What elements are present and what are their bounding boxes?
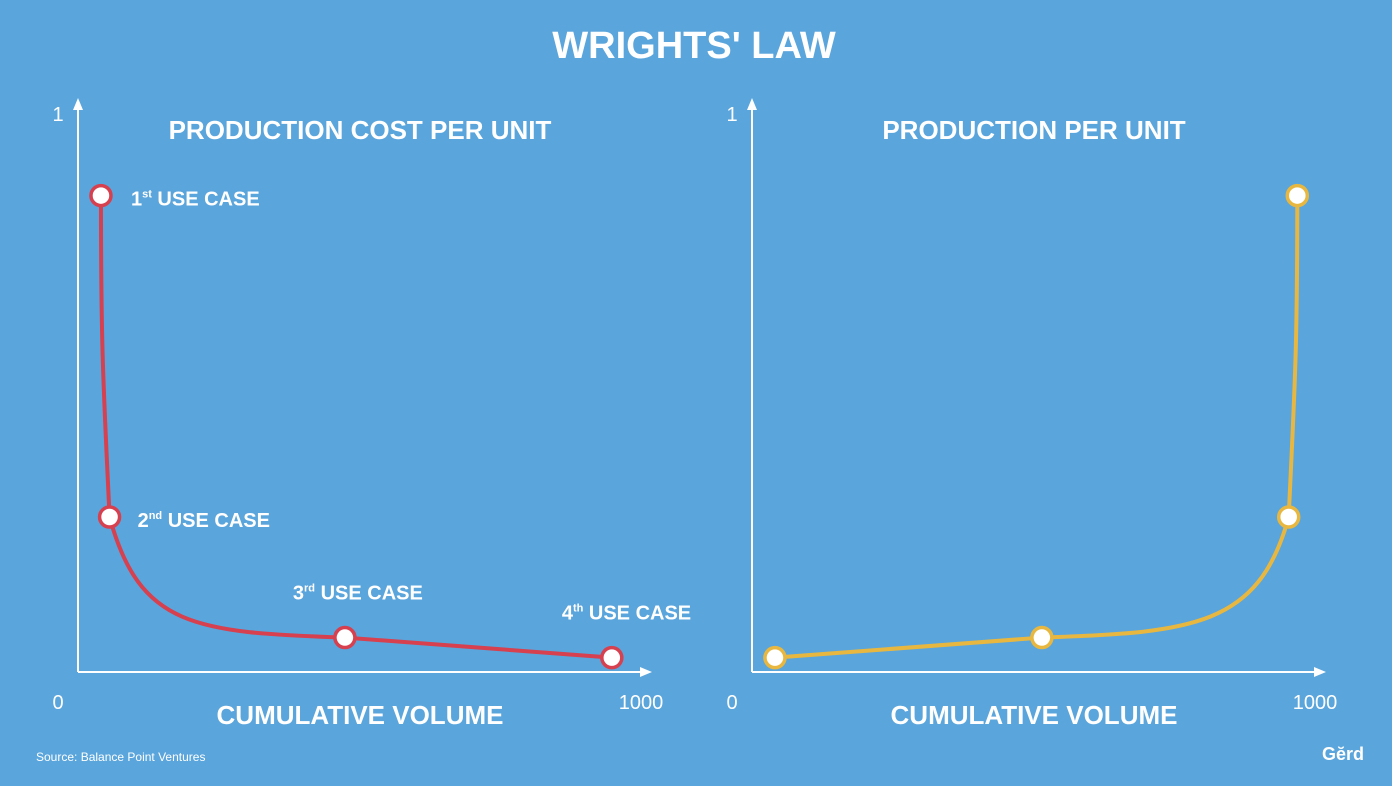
data-point-1 [89, 183, 113, 208]
x-tick-label-min: 0 [726, 692, 737, 714]
data-point-3 [333, 625, 357, 650]
x-axis-arrow [1314, 667, 1326, 677]
data-point-2 [97, 505, 122, 529]
y-tick-label-max: 1 [52, 104, 63, 126]
data-point-4 [1285, 183, 1310, 208]
brand-logo: Gĕrd [1322, 744, 1364, 764]
data-point-1 [763, 645, 787, 670]
x-axis-label: CUMULATIVE VOLUME [217, 700, 504, 730]
chart-production: PRODUCTION PER UNIT 1 0 1000 CUMULATIVE … [726, 98, 1337, 730]
main-title: WRIGHTS' LAW [552, 25, 836, 67]
point-label-3: 3rd USE CASE [293, 583, 423, 605]
y-tick-label-max: 1 [726, 104, 737, 126]
point-label-2: 2nd USE CASE [138, 510, 270, 532]
chart-cost: PRODUCTION COST PER UNIT 1 0 1000 CUMULA… [52, 98, 691, 730]
y-axis-arrow [73, 98, 83, 110]
y-axis-arrow [747, 98, 757, 110]
x-tick-label-min: 0 [52, 692, 63, 714]
x-tick-label-max: 1000 [619, 692, 664, 714]
data-point-4 [600, 645, 624, 670]
x-tick-label-max: 1000 [1293, 692, 1338, 714]
data-point-3 [1276, 505, 1301, 529]
chart-title: PRODUCTION PER UNIT [882, 115, 1185, 145]
x-axis-label: CUMULATIVE VOLUME [891, 700, 1178, 730]
chart-title: PRODUCTION COST PER UNIT [169, 115, 552, 145]
point-label-1: 1st USE CASE [131, 189, 260, 211]
x-axis-arrow [640, 667, 652, 677]
source-note: Source: Balance Point Ventures [36, 750, 205, 764]
point-label-4: 4th USE CASE [562, 603, 691, 625]
data-point-2 [1030, 625, 1054, 650]
